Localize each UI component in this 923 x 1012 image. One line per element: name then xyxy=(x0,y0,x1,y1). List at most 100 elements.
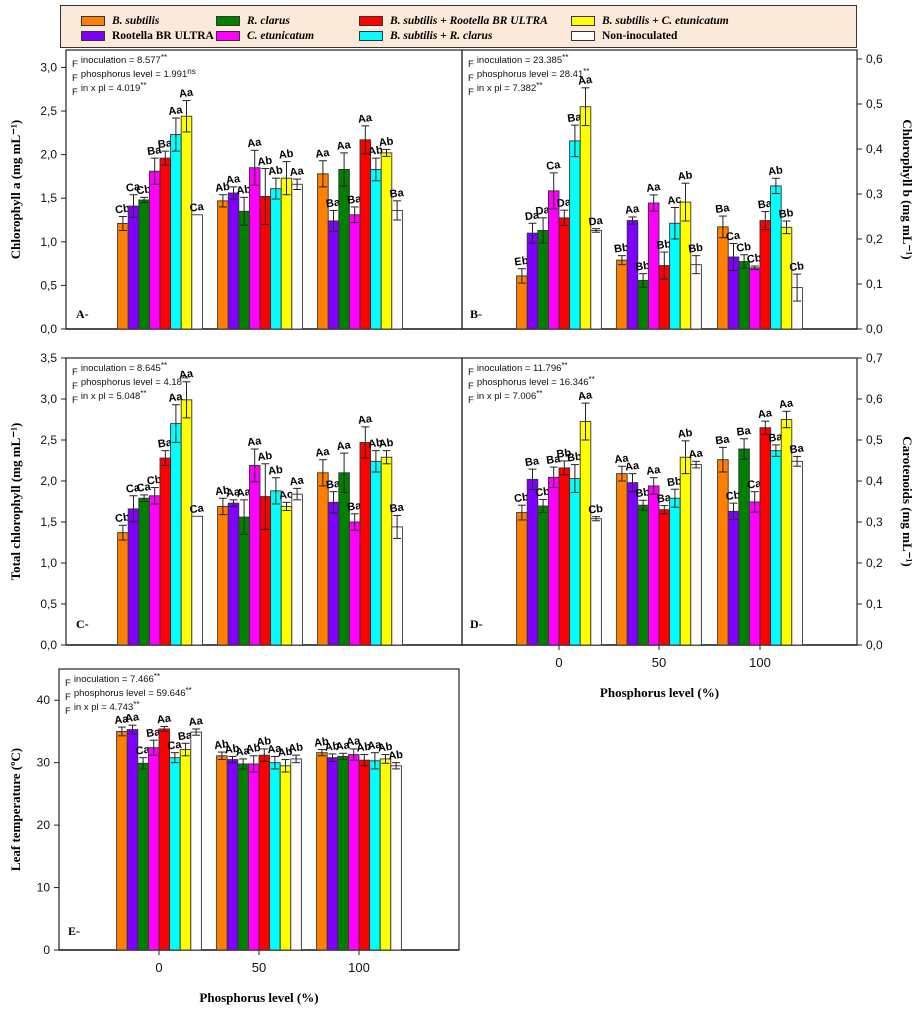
legend: B. subtilis Rootella BR ULTRA R. clarus C. … xyxy=(60,5,857,48)
stat-text: inoculation = 8.577 xyxy=(81,55,161,66)
y-tick-label: 0,2 xyxy=(866,232,883,246)
y-axis-title: Total chlorophyll (mg mL⁻¹) xyxy=(8,423,23,581)
panel-label: A- xyxy=(76,307,89,321)
bar xyxy=(159,457,172,646)
significance-letter: Ba xyxy=(389,501,405,515)
significance-letter: Ab xyxy=(257,155,273,169)
significance-letter: Aa xyxy=(614,452,630,466)
legend-label: B. subtilis xyxy=(112,15,160,27)
y-tick-label: 0,4 xyxy=(866,474,883,488)
x-tick-label: 0 xyxy=(555,655,562,670)
stat-prefix: F xyxy=(65,706,71,717)
significance-letter: Aa xyxy=(345,735,361,749)
bar xyxy=(191,515,203,646)
significance-letter: Aa xyxy=(168,104,184,118)
significance-letter: Ba xyxy=(325,478,341,492)
bar xyxy=(238,210,250,330)
bar xyxy=(269,762,281,951)
bar xyxy=(117,223,129,330)
stat-significance: ** xyxy=(562,53,568,62)
bar xyxy=(159,157,172,330)
significance-letter: Ba xyxy=(177,729,193,743)
bar xyxy=(537,505,549,646)
bar xyxy=(191,214,203,330)
bar xyxy=(148,495,161,646)
bar xyxy=(547,190,560,330)
bar xyxy=(258,754,271,951)
bar xyxy=(616,473,628,646)
y-tick-label: 0,0 xyxy=(866,322,883,336)
bar xyxy=(370,460,382,646)
legend-swatch xyxy=(359,16,383,26)
significance-letter: Aa xyxy=(289,474,305,488)
significance-letter: Aa xyxy=(246,136,262,150)
significance-letter: Bb xyxy=(635,486,651,500)
significance-letter: Ab xyxy=(388,749,404,763)
bar xyxy=(558,217,571,330)
panel-a: 0,0 0,5 1,0 1,5 2,0 2,5 3,0 Chlorophyll a (mg m… xyxy=(8,49,463,336)
bar xyxy=(291,183,303,330)
y-tick-label: 0,5 xyxy=(866,97,883,111)
stat-prefix: F xyxy=(468,87,474,98)
stat-significance: ** xyxy=(140,81,146,90)
bar xyxy=(338,472,350,646)
significance-letter: Ab xyxy=(367,437,383,451)
significance-letter: Ca xyxy=(725,229,741,243)
significance-letter: Ab xyxy=(367,144,383,158)
significance-letter: Aa xyxy=(577,389,593,403)
significance-letter: Ab xyxy=(278,148,294,162)
y-tick-label: 3,0 xyxy=(40,60,57,74)
significance-letter: Aa xyxy=(188,715,204,729)
stat-prefix: F xyxy=(72,381,78,392)
significance-letter: Ba xyxy=(715,202,731,216)
legend-label: B. subtilis + R. clarus xyxy=(390,30,493,42)
significance-letter: Ab xyxy=(356,741,372,755)
significance-letter: Ca xyxy=(125,181,141,195)
significance-letter: Ca xyxy=(125,482,141,496)
significance-letter: Ba xyxy=(789,442,805,456)
stat-significance: ** xyxy=(133,700,139,709)
significance-letter: Bb xyxy=(688,242,704,256)
bar xyxy=(727,510,740,646)
bar xyxy=(738,448,750,646)
stat-text: inoculation = 7.466 xyxy=(74,674,154,685)
bar xyxy=(326,757,339,951)
significance-letter: Ba xyxy=(157,137,173,151)
bar xyxy=(247,763,260,951)
bar xyxy=(348,214,361,330)
significance-letter: Bb xyxy=(613,242,629,256)
significance-letter: Ba xyxy=(325,196,341,210)
significance-letter: Ba xyxy=(389,187,405,201)
legend-item: Rootella BR ULTRA xyxy=(81,30,214,42)
bar xyxy=(526,478,539,646)
significance-letter: Ba xyxy=(346,500,362,514)
x-tick-label: 0 xyxy=(155,960,162,975)
significance-letter: Ab xyxy=(214,181,230,195)
bar xyxy=(169,757,181,951)
significance-letter: Aa xyxy=(645,464,661,478)
significance-letter: Cb xyxy=(789,260,805,274)
legend-swatch xyxy=(216,31,240,41)
y-tick-label: 0,6 xyxy=(866,392,883,406)
significance-letter: Cb xyxy=(114,511,130,525)
legend-item: B. subtilis + C. etunicatum xyxy=(571,15,729,27)
bar xyxy=(370,168,382,330)
significance-letter: Aa xyxy=(225,173,241,187)
significance-letter: Da xyxy=(556,196,572,210)
significance-letter: Aa xyxy=(357,413,373,427)
significance-letter: Ba xyxy=(145,726,161,740)
y-axis-title: Leaf temperature (ºC) xyxy=(8,748,23,871)
panel-label: E- xyxy=(68,924,80,938)
bar xyxy=(390,765,402,951)
bar xyxy=(359,139,372,330)
significance-letter: Ab xyxy=(236,183,252,197)
significance-letter: Ab xyxy=(257,450,273,464)
bar xyxy=(626,220,639,330)
bar xyxy=(338,168,350,330)
